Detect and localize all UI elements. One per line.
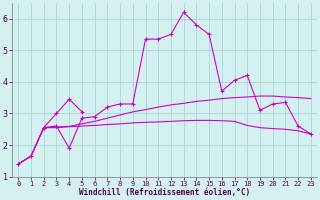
X-axis label: Windchill (Refroidissement éolien,°C): Windchill (Refroidissement éolien,°C): [79, 188, 250, 197]
